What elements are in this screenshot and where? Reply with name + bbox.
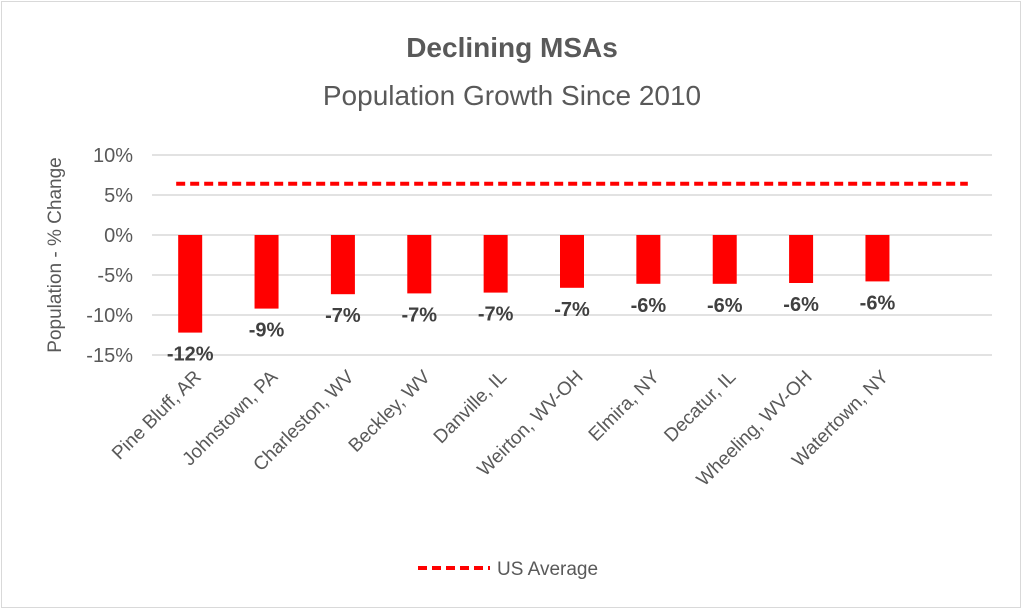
bar — [636, 235, 661, 284]
bar — [407, 235, 432, 294]
bar — [254, 235, 279, 309]
x-tick-label: Decatur, IL — [660, 367, 740, 447]
data-label: -7% — [554, 299, 590, 321]
x-tick-label: Elmira, NY — [585, 366, 664, 445]
data-label: -6% — [860, 292, 896, 314]
legend: US Average — [418, 559, 598, 580]
x-tick-label: Beckley, WV — [345, 366, 435, 456]
x-tick-label: Danville, IL — [430, 367, 511, 448]
data-label: -6% — [707, 295, 743, 317]
bar — [560, 235, 584, 288]
y-tick-label: -15% — [86, 345, 133, 367]
data-label: -7% — [478, 304, 514, 326]
y-tick-label: 10% — [93, 145, 133, 167]
data-label: -12% — [167, 344, 214, 366]
bar — [178, 235, 203, 333]
bar — [712, 235, 737, 284]
bar — [789, 235, 814, 283]
y-tick-label: 0% — [104, 225, 133, 247]
y-tick-label: -10% — [86, 305, 133, 327]
data-label: -6% — [783, 294, 819, 316]
y-axis-label: Population - % Change — [45, 157, 66, 352]
chart-subtitle: Population Growth Since 2010 — [323, 80, 701, 111]
bar — [330, 235, 355, 295]
bar — [865, 235, 890, 282]
data-label: -7% — [401, 304, 437, 326]
y-tick-label: -5% — [97, 265, 133, 287]
data-label: -6% — [631, 295, 667, 317]
legend-us-average-label: US Average — [497, 559, 598, 580]
y-tick-label: 5% — [104, 185, 133, 207]
data-label: -9% — [249, 320, 285, 342]
chart-title: Declining MSAs — [406, 32, 618, 63]
bar — [483, 235, 508, 293]
data-label: -7% — [325, 305, 361, 327]
